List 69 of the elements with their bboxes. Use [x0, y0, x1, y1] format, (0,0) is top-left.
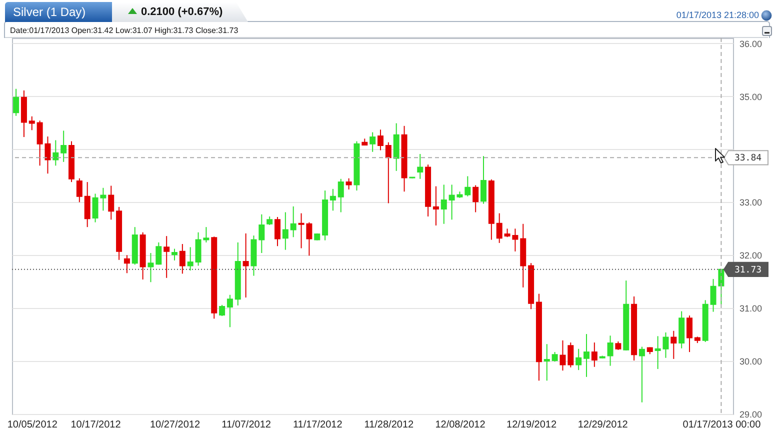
- y-tick-label: 35.00: [740, 92, 762, 102]
- candlestick: [440, 184, 447, 224]
- candlestick: [330, 188, 336, 212]
- candlestick: [187, 246, 194, 271]
- candlestick: [464, 176, 471, 197]
- y-tick-label: 29.00: [740, 410, 762, 420]
- candlestick: [108, 185, 114, 220]
- candlestick: [607, 335, 614, 366]
- candlestick: [258, 214, 265, 254]
- x-tick-label: 11/28/2012: [364, 420, 414, 430]
- candlestick: [496, 212, 502, 244]
- x-tick-label: 10/27/2012: [150, 420, 200, 430]
- candlestick: [76, 178, 82, 203]
- candlestick: [638, 346, 645, 403]
- candlestick: [290, 206, 296, 238]
- text: Date:01/17/2013 Open:31.42 Low:31.07 High:31.73 Close:31.73: [10, 26, 238, 35]
- candlestick: [576, 348, 582, 371]
- candlestick: [591, 342, 598, 368]
- candlestick: [432, 186, 439, 226]
- text: 01/17/2013 21:28:00: [676, 10, 759, 20]
- candlestick: [156, 242, 162, 266]
- candlestick: [686, 315, 692, 353]
- x-tick-label: 11/07/2012: [222, 420, 272, 430]
- x-tick-label: 11/17/2012: [292, 420, 343, 430]
- candlestick: [52, 140, 59, 166]
- candlestick: [385, 142, 392, 204]
- y-tick-label: 33.00: [740, 198, 762, 208]
- candlestick: [13, 88, 20, 116]
- candlestick: [282, 212, 288, 250]
- candlestick: [378, 129, 384, 151]
- x-tick-label: 10/17/2012: [70, 420, 122, 430]
- candlestick: [172, 248, 178, 261]
- candlestick: [124, 254, 130, 274]
- candlestick: [84, 182, 90, 228]
- candlestick: [28, 116, 35, 131]
- x-tick-label: 12/19/2012: [506, 420, 557, 430]
- candlestick: [568, 342, 574, 368]
- chart-title: Silver (1 Day): [13, 5, 86, 19]
- candlestick: [560, 340, 566, 372]
- candlestick: [274, 216, 280, 247]
- candlestick: [552, 352, 558, 362]
- candlestick: [370, 132, 376, 152]
- ref-line-label: 33.84: [734, 154, 762, 164]
- candlestick: [219, 304, 226, 317]
- candlestick: [417, 153, 424, 180]
- candlestick: [544, 344, 550, 382]
- x-tick-label: 12/29/2012: [578, 420, 628, 430]
- candlestick: [670, 330, 677, 360]
- candlestick: [226, 294, 233, 328]
- candlestick: [346, 178, 352, 190]
- candlestick: [584, 334, 590, 378]
- candlestick: [472, 184, 479, 213]
- candlestick: [60, 130, 67, 162]
- x-tick-label: 01/17/2013 00:00: [682, 420, 762, 430]
- x-tick-label: 12/08/2012: [435, 420, 486, 430]
- y-tick-label: 32.00: [740, 250, 762, 261]
- candlestick: [480, 156, 486, 204]
- y-tick-label: 36.00: [740, 38, 762, 49]
- candlestick: [179, 244, 186, 274]
- ref-line-label: 31.73: [734, 265, 762, 276]
- candlestick: [393, 122, 400, 172]
- chart-subtitle: 0.2100 (+0.67%): [141, 6, 223, 18]
- candlestick: [164, 236, 170, 278]
- candlestick: [242, 232, 249, 298]
- y-tick-label: 30.00: [740, 356, 762, 367]
- candlestick: [338, 178, 344, 213]
- candlestick: [148, 252, 154, 283]
- y-tick-label: 31.00: [740, 304, 762, 314]
- x-tick-label: 10/05/2012: [7, 420, 58, 430]
